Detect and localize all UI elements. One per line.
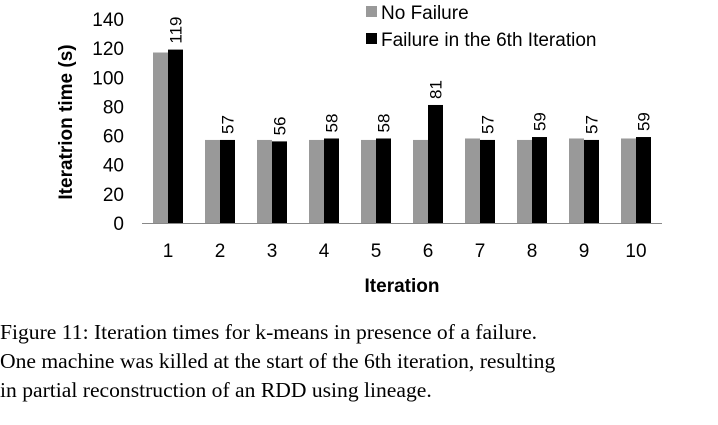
data-label: 59: [635, 112, 654, 131]
x-tick-label: 6: [423, 241, 434, 262]
bar-failure: [532, 137, 547, 223]
bar-failure: [428, 104, 443, 223]
x-axis-ticks: 1 2 3 4 5 6 7 8 9 10: [163, 241, 647, 262]
legend-swatch-no-failure: [366, 6, 377, 17]
x-axis-title: Iteration: [365, 276, 440, 297]
bar-failure: [636, 137, 651, 223]
data-label: 56: [271, 116, 290, 135]
y-tick-label: 60: [103, 127, 124, 148]
data-label: 58: [323, 114, 342, 133]
bar-no-failure: [153, 52, 168, 224]
legend: No Failure Failure in the 6th Iteration: [366, 3, 596, 51]
x-tick-label: 5: [371, 241, 382, 262]
y-tick-label: 120: [92, 39, 124, 60]
y-tick-label: 80: [103, 97, 124, 118]
legend-label-no-failure: No Failure: [381, 3, 469, 24]
bars: [153, 49, 651, 224]
data-label: 59: [531, 112, 550, 131]
legend-swatch-failure: [366, 33, 377, 44]
data-label: 57: [583, 115, 602, 134]
y-tick-label: 20: [103, 185, 124, 206]
caption-line: One machine was killed at the start of t…: [0, 349, 556, 373]
bar-no-failure: [517, 139, 532, 223]
caption-line: in partial reconstruction of an RDD usin…: [0, 378, 432, 402]
x-tick-label: 7: [475, 241, 486, 262]
y-axis-ticks: 0 20 40 60 80 100 120 140: [92, 10, 124, 235]
bar-failure: [376, 138, 391, 223]
figure-caption: Figure 11: Iteration times for k-means i…: [0, 318, 718, 405]
x-tick-label: 1: [163, 241, 174, 262]
x-tick-label: 3: [267, 241, 278, 262]
data-label: 119: [167, 16, 186, 43]
bar-failure: [480, 139, 495, 223]
bar-failure: [220, 139, 235, 223]
y-axis-title: Iteratrion time (s): [56, 44, 77, 199]
bar-failure: [272, 141, 287, 223]
bar-failure: [324, 138, 339, 223]
bar-no-failure: [413, 139, 428, 223]
legend-label-failure: Failure in the 6th Iteration: [381, 30, 596, 51]
data-label: 81: [427, 80, 446, 99]
bar-no-failure: [621, 138, 636, 223]
bar-failure: [584, 139, 599, 223]
x-tick-label: 9: [579, 241, 590, 262]
x-tick-label: 4: [319, 241, 330, 262]
x-tick-label: 10: [625, 241, 646, 262]
caption-line: Figure 11: Iteration times for k-means i…: [0, 320, 538, 344]
y-tick-label: 100: [92, 68, 124, 89]
bar-no-failure: [309, 139, 324, 223]
bar-no-failure: [569, 138, 584, 223]
y-tick-label: 0: [113, 214, 124, 235]
data-labels: 119 57 56 58 58 81 57 59 57 59: [167, 16, 654, 135]
y-tick-label: 140: [92, 10, 124, 31]
data-label: 57: [219, 115, 238, 134]
data-label: 58: [375, 114, 394, 133]
bar-no-failure: [465, 138, 480, 223]
bar-no-failure: [361, 139, 376, 223]
x-tick-label: 8: [527, 241, 538, 262]
bar-no-failure: [257, 139, 272, 223]
bar-failure: [168, 49, 183, 223]
y-tick-label: 40: [103, 156, 124, 177]
bar-no-failure: [205, 139, 220, 223]
data-label: 57: [479, 115, 498, 134]
x-tick-label: 2: [215, 241, 226, 262]
